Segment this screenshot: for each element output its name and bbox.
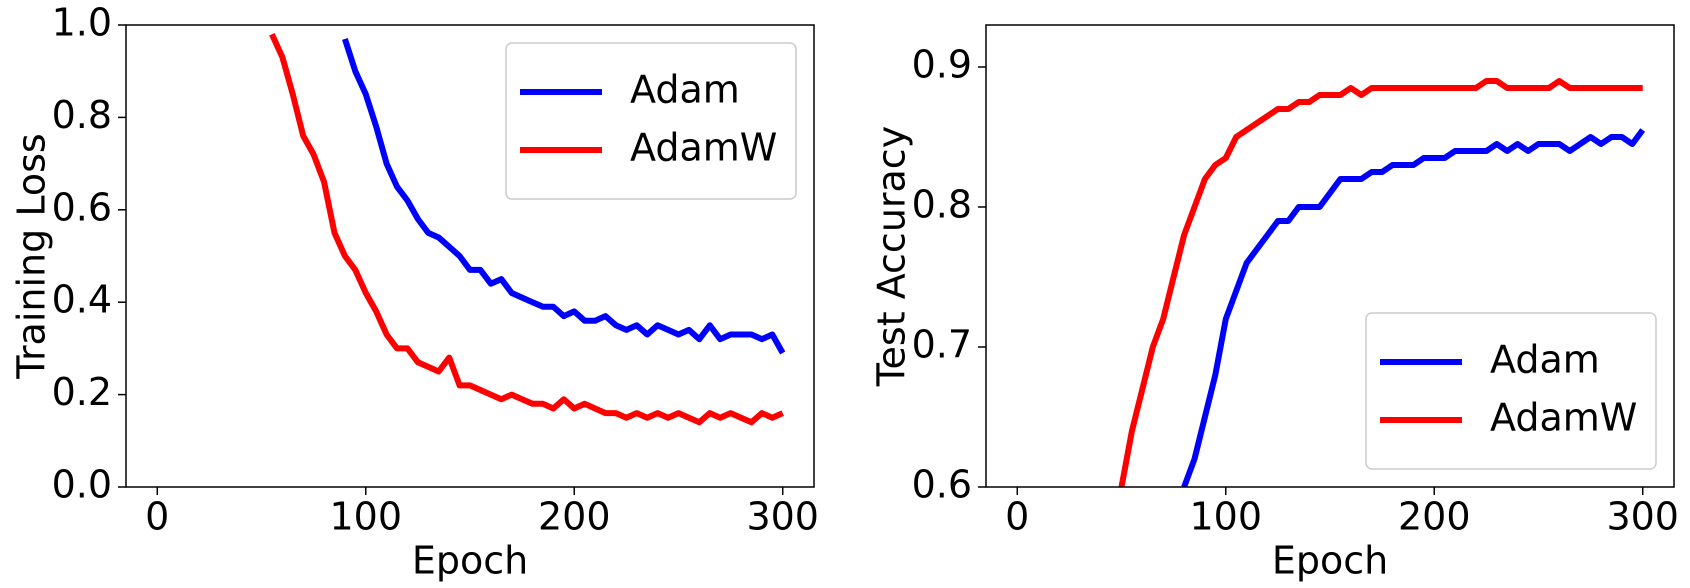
data-line [1181, 128, 1646, 487]
x-axis-label: Epoch [412, 539, 528, 583]
y-tick-label: 0.0 [52, 463, 112, 507]
legend-box [505, 42, 797, 200]
x-axis-label: Epoch [1272, 539, 1388, 583]
y-tick-label: 0.9 [912, 43, 972, 87]
x-tick-label: 0 [145, 495, 169, 539]
y-tick-label: 1.0 [52, 1, 112, 45]
y-tick-label: 0.6 [52, 185, 112, 229]
x-tick-label: 200 [538, 495, 611, 539]
x-tick-label: 0 [1005, 495, 1029, 539]
plot-area [269, 32, 786, 426]
y-tick-label: 0.2 [52, 370, 112, 414]
legend: Adam AdamW [505, 42, 797, 200]
legend-label: Adam [1490, 338, 1600, 382]
x-tick-label: 100 [329, 495, 402, 539]
axes-frame [125, 24, 815, 488]
x-tick-label: 100 [1189, 495, 1262, 539]
plot-area [1118, 78, 1646, 487]
y-tick-label: 0.6 [912, 463, 972, 507]
y-tick-label: 0.4 [52, 278, 112, 322]
legend-label: AdamW [1490, 396, 1637, 440]
y-tick-label: 0.8 [52, 93, 112, 137]
x-tick-label: 300 [1606, 495, 1679, 539]
axes-frame [985, 24, 1675, 488]
x-tick-label: 200 [1398, 495, 1471, 539]
y-tick-label: 0.7 [912, 323, 972, 367]
y-axis-label: Training Loss [10, 133, 54, 379]
axes: 0 100 200 300 0.0 0.2 0.4 0.6 0.8 1.0 Epoch Trainin… [10, 1, 819, 583]
y-axis-label: Test Accuracy [870, 126, 914, 387]
legend-label: AdamW [630, 126, 777, 170]
axes: 0 100 200 300 0.6 0.7 0.8 0.9 Epoch Test Accuracy… [870, 24, 1679, 583]
legend-box [1365, 312, 1657, 470]
data-line [269, 32, 784, 426]
legend: Adam AdamW [1365, 312, 1657, 470]
x-tick-label: 300 [746, 495, 819, 539]
y-tick-label: 0.8 [912, 183, 972, 227]
legend-label: Adam [630, 68, 740, 112]
data-line [342, 37, 786, 355]
data-line [1118, 78, 1643, 487]
